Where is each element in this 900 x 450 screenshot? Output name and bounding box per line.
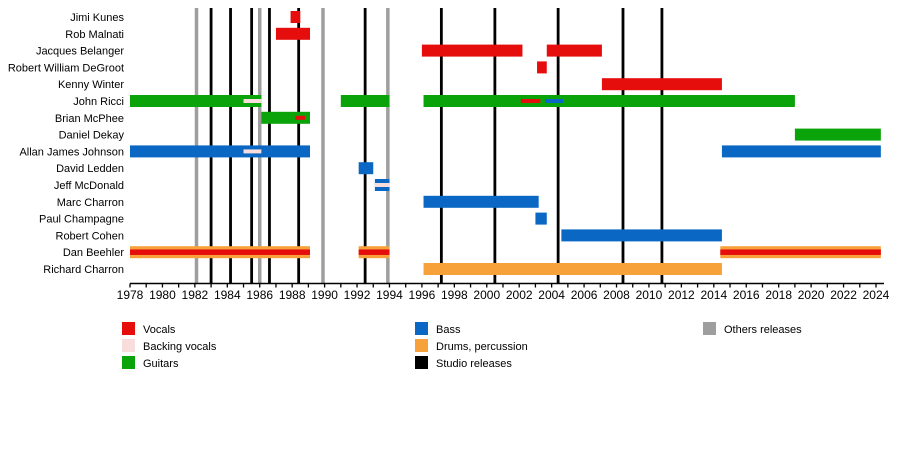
member-bar-vocals: [601, 78, 722, 91]
member-bar-vocals: [546, 44, 602, 57]
member-label: Brian McPhee: [55, 113, 124, 125]
member-overlay-vocals: [720, 249, 881, 255]
legend-label: Vocals: [143, 324, 176, 336]
x-tick-label: 2012: [668, 288, 695, 302]
member-overlay-backing_vocals: [243, 99, 262, 103]
member-label: David Ledden: [56, 163, 124, 175]
member-bar-bass: [561, 229, 722, 242]
legend-label: Guitars: [143, 358, 179, 370]
legend-swatch-vocals: [122, 322, 135, 335]
member-label: Jacques Belanger: [36, 46, 124, 58]
x-tick-label: 2022: [830, 288, 857, 302]
x-tick-label: 1978: [117, 288, 144, 302]
member-overlay-vocals: [520, 99, 541, 103]
member-bar-guitars: [130, 95, 262, 107]
member-label: Dan Beehler: [63, 247, 124, 259]
x-tick-label: 2018: [765, 288, 792, 302]
member-bar-vocals: [421, 44, 523, 57]
member-bar-vocals: [275, 27, 311, 40]
x-tick-label: 2016: [733, 288, 760, 302]
x-tick-label: 1992: [344, 288, 371, 302]
member-bar-bass: [535, 212, 547, 225]
member-label: John Ricci: [73, 96, 124, 108]
member-label: Jeff McDonald: [54, 180, 124, 192]
member-overlay-vocals: [358, 249, 390, 255]
member-label: Jimi Kunes: [70, 12, 124, 24]
x-tick-label: 1994: [376, 288, 403, 302]
member-bar-bass: [721, 145, 881, 158]
x-tick-label: 1988: [279, 288, 306, 302]
member-label: Marc Charron: [57, 197, 124, 209]
member-label: Daniel Dekay: [59, 130, 125, 142]
legend-swatch-drums: [415, 339, 428, 352]
x-tick-label: 2002: [506, 288, 533, 302]
member-label: Robert Cohen: [56, 230, 125, 242]
x-tick-label: 2014: [700, 288, 727, 302]
legend-swatch-backing_vocals: [122, 339, 135, 352]
x-tick-label: 2004: [538, 288, 565, 302]
member-overlay-backing_vocals: [374, 183, 390, 187]
legend-label: Studio releases: [436, 358, 512, 370]
member-label: Rob Malnati: [65, 29, 124, 41]
x-tick-label: 1996: [409, 288, 436, 302]
member-overlay-vocals: [295, 115, 306, 120]
member-bar-bass: [358, 162, 374, 175]
member-bar-drums: [423, 263, 722, 275]
legend-label: Bass: [436, 324, 461, 336]
legend-swatch-others: [703, 322, 716, 335]
legend-label: Drums, percussion: [436, 341, 528, 353]
legend-swatch-studio: [415, 356, 428, 369]
member-bar-guitars: [261, 111, 311, 124]
member-label: Robert William DeGroot: [8, 62, 124, 74]
x-tick-label: 2024: [863, 288, 890, 302]
x-tick-label: 2000: [473, 288, 500, 302]
x-tick-label: 2008: [603, 288, 630, 302]
member-overlay-bass: [545, 99, 563, 103]
member-label: Kenny Winter: [58, 79, 124, 91]
x-tick-label: 2006: [571, 288, 598, 302]
x-tick-label: 2010: [636, 288, 663, 302]
member-bar-guitars: [423, 95, 795, 107]
legend-swatch-bass: [415, 322, 428, 335]
legend-label: Others releases: [724, 324, 802, 336]
legend-swatch-guitars: [122, 356, 135, 369]
x-tick-label: 1990: [311, 288, 338, 302]
x-tick-label: 1984: [214, 288, 241, 302]
x-tick-label: 1982: [182, 288, 209, 302]
member-bar-vocals: [537, 61, 547, 74]
x-tick-label: 2020: [798, 288, 825, 302]
legend-label: Backing vocals: [143, 341, 217, 353]
member-overlay-backing_vocals: [243, 149, 262, 154]
x-tick-label: 1980: [149, 288, 176, 302]
member-label: Richard Charron: [43, 264, 124, 276]
member-label: Paul Champagne: [39, 214, 124, 226]
member-bar-vocals: [290, 11, 301, 23]
x-tick-label: 1986: [246, 288, 273, 302]
member-overlay-vocals: [130, 249, 311, 255]
member-bar-bass: [130, 145, 311, 158]
x-tick-label: 1998: [441, 288, 468, 302]
member-bar-guitars: [340, 95, 390, 107]
member-bar-guitars: [794, 128, 881, 141]
member-label: Allan James Johnson: [19, 146, 124, 158]
member-bar-bass: [423, 195, 539, 208]
